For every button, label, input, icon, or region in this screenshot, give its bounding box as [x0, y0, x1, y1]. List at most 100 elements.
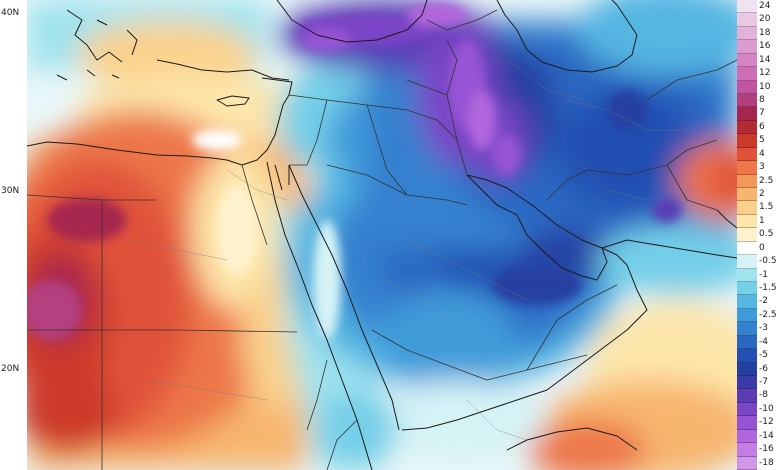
legend-swatch	[737, 362, 757, 376]
legend-swatch	[737, 389, 757, 403]
lat-label-40n: 40N	[1, 8, 20, 18]
legend-entry: -16	[737, 443, 780, 457]
legend-entry: -2.5	[737, 308, 780, 323]
legend-label: -14	[759, 430, 774, 441]
legend-label: 5	[759, 135, 765, 146]
legend-swatch	[737, 188, 757, 202]
legend-label: 6	[759, 121, 765, 132]
legend-label: -8	[759, 390, 768, 401]
legend-label: 3	[759, 162, 765, 173]
legend-swatch	[737, 241, 757, 256]
legend-entry: 24	[737, 0, 780, 14]
legend-swatch	[737, 120, 757, 135]
legend-label: 4	[759, 148, 765, 159]
legend-swatch	[737, 282, 757, 296]
legend-swatch	[737, 161, 757, 175]
legend-label: -1.5	[759, 283, 777, 293]
legend-label: -3	[759, 323, 768, 334]
legend-swatch	[737, 322, 757, 336]
legend-entry: -1.5	[737, 282, 780, 296]
legend-entry: 20	[737, 13, 780, 27]
legend-entry: -5	[737, 349, 780, 363]
legend-entry: -7	[737, 376, 780, 390]
legend-label: -10	[759, 403, 774, 414]
legend-swatch	[737, 0, 757, 14]
legend-entry: 10	[737, 80, 780, 94]
legend-label: 0.5	[759, 229, 774, 240]
legend-swatch	[737, 26, 757, 41]
legend-entry: 0	[737, 241, 780, 256]
legend-swatch	[737, 40, 757, 54]
legend-label: 1	[759, 215, 765, 226]
legend-entry: -6	[737, 362, 780, 376]
legend-label: 8	[759, 95, 765, 105]
legend-entry: 0.5	[737, 228, 780, 242]
legend-entry: 8	[737, 94, 780, 108]
coastlines	[27, 0, 737, 470]
legend-label: -5	[759, 350, 768, 361]
legend-swatch	[737, 443, 757, 457]
color-legend: 24 20 18 16 14 12 10 8 7 6 5 4 3 2.5 2 1.5 1 0.5 0 -0.5 -1 -1…	[737, 0, 780, 470]
legend-swatch	[737, 268, 757, 282]
legend-entry: 3	[737, 161, 780, 175]
legend-swatch	[737, 147, 757, 162]
legend-swatch	[737, 376, 757, 390]
legend-swatch	[737, 308, 757, 323]
legend-swatch	[737, 429, 757, 444]
legend-entry: -4	[737, 335, 780, 350]
legend-swatch	[737, 335, 757, 350]
anomaly-field-smooth	[27, 0, 737, 470]
legend-label: 0	[759, 242, 765, 253]
legend-label: 7	[759, 108, 765, 119]
legend-entry: 7	[737, 107, 780, 121]
legend-entry: -8	[737, 389, 780, 403]
admin-lines	[126, 59, 687, 441]
legend-swatch	[737, 402, 757, 417]
legend-entry: 1.5	[737, 201, 780, 215]
legend-entry: 2.5	[737, 174, 780, 188]
legend-swatch	[737, 67, 757, 81]
legend-entry: 14	[737, 53, 780, 68]
lat-label-30n: 30N	[1, 186, 20, 196]
legend-entry: -2	[737, 295, 780, 309]
lat-label-20n: 20N	[1, 364, 20, 374]
legend-swatch	[737, 107, 757, 121]
legend-entry: -0.5	[737, 255, 780, 269]
legend-label: 10	[759, 81, 771, 92]
legend-entry: -3	[737, 322, 780, 336]
legend-label: 18	[759, 27, 771, 38]
legend-entry: 12	[737, 67, 780, 81]
legend-label: -0.5	[759, 256, 777, 267]
legend-label: 2.5	[759, 175, 774, 186]
legend-swatch	[737, 53, 757, 68]
legend-label: 14	[759, 54, 771, 65]
legend-entry: -1	[737, 268, 780, 282]
legend-label: 16	[759, 41, 771, 52]
legend-swatch	[737, 80, 757, 94]
legend-swatch	[737, 94, 757, 108]
legend-entry: 2	[737, 188, 780, 202]
legend-entry: 16	[737, 40, 780, 54]
country-borders	[27, 9, 737, 470]
legend-label: 1.5	[759, 202, 774, 213]
legend-label: -7	[759, 377, 768, 387]
legend-entry: -10	[737, 402, 780, 417]
legend-swatch	[737, 456, 757, 470]
legend-label: -2	[759, 296, 768, 307]
anomaly-map	[27, 0, 737, 470]
legend-label: -6	[759, 363, 768, 374]
legend-label: 2	[759, 189, 765, 199]
map-svg	[27, 0, 737, 470]
legend-label: -12	[759, 417, 774, 428]
legend-entry: -12	[737, 416, 780, 430]
legend-label: 24	[759, 1, 771, 11]
legend-entry: 4	[737, 147, 780, 162]
legend-label: 20	[759, 14, 771, 25]
legend-entry: -18	[737, 456, 780, 470]
legend-label: -2.5	[759, 309, 777, 320]
legend-label: -4	[759, 336, 768, 347]
legend-swatch	[737, 228, 757, 242]
legend-entry: -14	[737, 429, 780, 444]
legend-swatch	[737, 134, 757, 148]
legend-entry: 18	[737, 26, 780, 41]
